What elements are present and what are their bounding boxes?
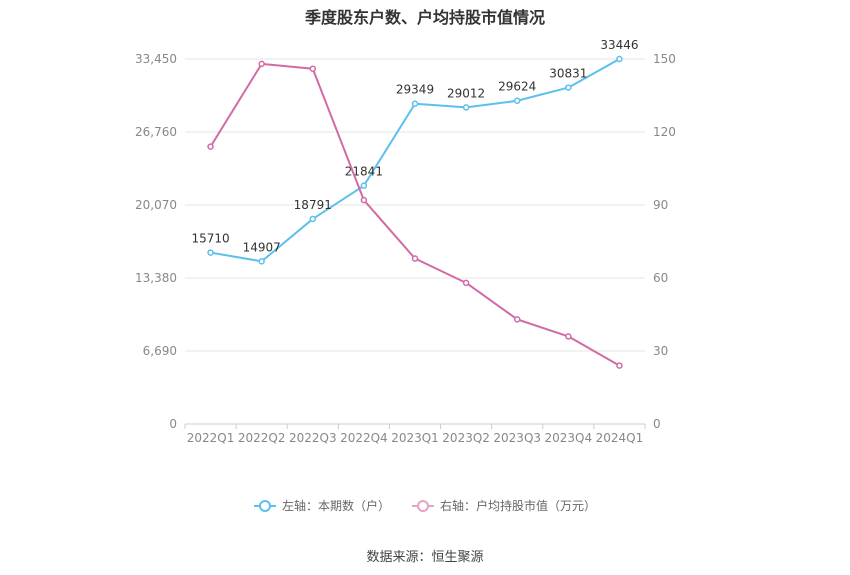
data-label: 30831: [549, 67, 587, 81]
data-point: [258, 60, 265, 68]
right-axis-tick-label: 30: [653, 344, 668, 358]
left-axis-tick-label: 6,690: [143, 344, 177, 358]
data-label: 29012: [447, 86, 485, 100]
legend-label-market-value: 右轴：户均持股市值（万元）: [440, 499, 597, 513]
x-axis-tick-label: 2022Q2: [238, 431, 286, 445]
data-label: 29349: [396, 83, 434, 97]
data-point: [565, 84, 572, 91]
right-axis-tick-label: 60: [653, 271, 668, 285]
left-axis-tick-label: 20,070: [135, 198, 177, 212]
left-axis-tick-label: 13,380: [135, 271, 177, 285]
legend-swatch-market-value: [412, 499, 434, 512]
x-axis-tick-label: 2022Q1: [187, 431, 235, 445]
legend-item-households[interactable]: 左轴：本期数（户）: [253, 497, 390, 514]
x-axis-tick-label: 2024Q1: [596, 431, 644, 445]
data-point: [616, 55, 623, 63]
data-point: [513, 97, 521, 104]
right-axis-tick-label: 0: [653, 417, 661, 431]
left-axis-tick-label: 33,450: [135, 52, 177, 66]
data-point: [360, 196, 368, 204]
data-label: 29624: [498, 80, 536, 94]
chart-title: 季度股东户数、户均持股市值情况: [304, 8, 545, 27]
data-point: [309, 65, 317, 72]
data-point: [411, 100, 419, 107]
data-label: 15710: [191, 232, 229, 246]
data-point: [360, 182, 368, 189]
legend-label-households: 左轴：本期数（户）: [281, 499, 390, 513]
legend-swatch-households: [253, 499, 276, 512]
series-line-1: [209, 62, 620, 367]
right-axis-tick-label: 120: [653, 125, 676, 139]
data-point: [411, 255, 419, 262]
data-point: [258, 258, 265, 265]
x-axis-tick-label: 2022Q3: [289, 431, 337, 445]
x-axis-tick-label: 2023Q3: [493, 431, 541, 445]
data-point: [462, 104, 470, 111]
data-label: 33446: [600, 38, 638, 52]
left-axis-tick-label: 26,760: [135, 125, 177, 139]
right-axis-tick-label: 150: [653, 52, 676, 66]
right-axis-tick-label: 90: [653, 198, 668, 212]
data-source: 数据来源：恒生聚源: [366, 550, 484, 565]
data-point: [616, 362, 623, 369]
legend-item-market-value[interactable]: 右轴：户均持股市值（万元）: [412, 497, 596, 514]
x-axis-tick-label: 2023Q1: [391, 431, 439, 445]
data-point: [565, 333, 572, 340]
data-label: 18791: [294, 198, 332, 212]
left-axis-tick-label: 0: [169, 417, 177, 431]
data-point: [207, 143, 214, 150]
x-axis-tick-label: 2023Q2: [442, 431, 490, 445]
x-axis-tick-label: 2022Q4: [340, 431, 388, 445]
x-axis-tick-label: 2023Q4: [545, 431, 593, 445]
data-point: [462, 279, 470, 287]
data-point: [207, 249, 214, 256]
data-label: 14907: [243, 240, 281, 254]
data-point: [309, 215, 317, 223]
chart-legend: 左轴：本期数（户） 右轴：户均持股市值（万元）: [0, 497, 850, 514]
data-point: [513, 316, 521, 323]
